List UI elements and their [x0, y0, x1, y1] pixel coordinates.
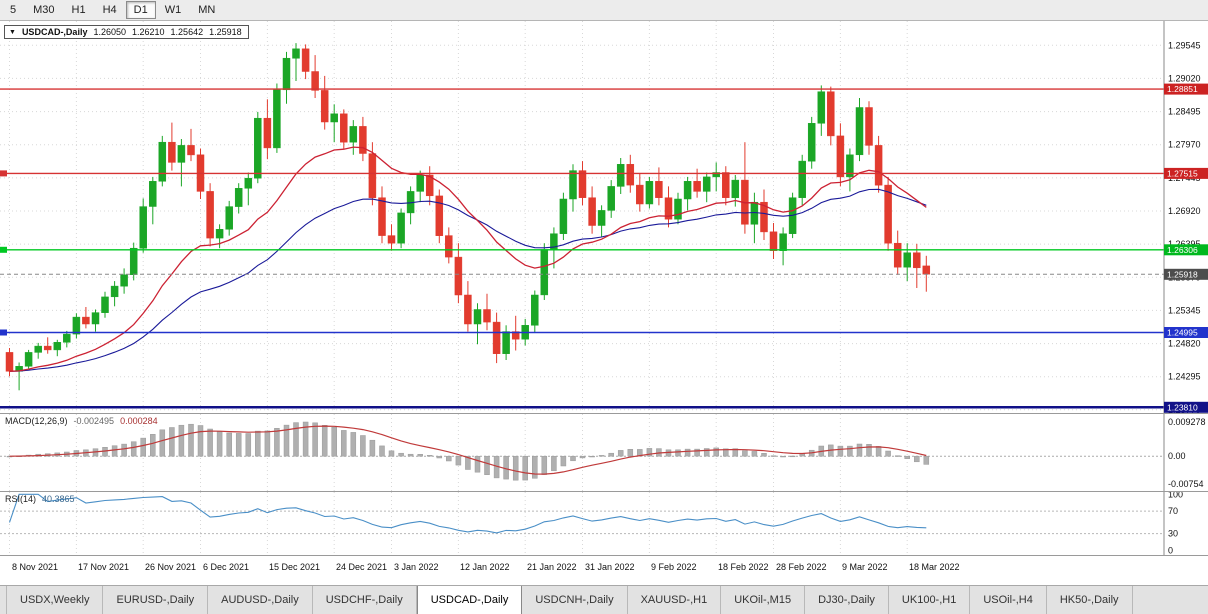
rsi-value: 40.3865 [42, 494, 75, 504]
date-axis-label: 12 Jan 2022 [460, 562, 510, 572]
date-axis-label: 21 Jan 2022 [527, 562, 577, 572]
chart-open-value: 1.26050 [93, 27, 126, 37]
macd-grid [9, 414, 908, 491]
date-axis-label: 8 Nov 2021 [12, 562, 59, 572]
date-axis-label: 15 Dec 2021 [269, 562, 321, 572]
rsi-axis-labels: 100 70 30 0 [1168, 492, 1183, 555]
chart-close-value: 1.25918 [209, 27, 242, 37]
date-axis-label: 6 Dec 2021 [203, 562, 250, 572]
timeframe-button-H1[interactable]: H1 [71, 4, 86, 16]
svg-text:1.28495: 1.28495 [1168, 107, 1201, 117]
rsi-name: RSI(14) [5, 494, 37, 504]
chart-tab-eurusd-daily[interactable]: EURUSD-,Daily [103, 586, 209, 614]
macd-signal-line [9, 425, 927, 475]
svg-text:1.27970: 1.27970 [1168, 140, 1201, 150]
svg-text:30: 30 [1168, 529, 1178, 539]
macd-indicator-panel: 0.009278 0.00 -0.00754 MACD(12,26,9) -0.00… [0, 414, 1208, 492]
chart-tab-usdchf-daily[interactable]: USDCHF-,Daily [313, 586, 417, 614]
svg-text:0.00: 0.00 [1168, 451, 1186, 461]
price-tags: 1.28851 1.27515 1.26306 1.24995 1.23810 1.259… [1164, 83, 1208, 413]
date-axis[interactable]: 8 Nov 2021 17 Nov 2021 26 Nov 2021 6 Dec 20… [0, 556, 1208, 585]
chart-symbol-label: USDCAD-,Daily [21, 27, 88, 37]
date-axis-label: 3 Jan 2022 [394, 562, 439, 572]
svg-text:1.24995: 1.24995 [1167, 328, 1198, 338]
date-axis-label: 17 Nov 2021 [78, 562, 130, 572]
macd-main-value: -0.002495 [73, 416, 115, 426]
rsi-label: RSI(14) 40.3865 [5, 494, 75, 504]
macd-chart-canvas[interactable]: 0.009278 0.00 -0.00754 [0, 414, 1208, 491]
svg-text:1.25345: 1.25345 [1168, 305, 1201, 315]
chart-tab-bar: USDX,Weekly EURUSD-,Daily AUDUSD-,Daily USD… [0, 585, 1208, 614]
chart-tab-usoil-h4[interactable]: USOil-,H4 [970, 586, 1047, 614]
ma-slow-line [9, 188, 927, 372]
svg-text:1.23810: 1.23810 [1167, 402, 1198, 412]
chart-tab-dj30-daily[interactable]: DJ30-,Daily [805, 586, 889, 614]
svg-text:1.29020: 1.29020 [1168, 73, 1201, 83]
horizontal-level-lines[interactable] [0, 88, 1164, 409]
chart-high-value: 1.26210 [132, 27, 165, 37]
svg-text:1.26306: 1.26306 [1167, 245, 1198, 255]
candles [5, 43, 931, 391]
rsi-chart-canvas[interactable]: 100 70 30 0 [0, 492, 1208, 555]
chart-tab-xauusd-h1[interactable]: XAUUSD-,H1 [628, 586, 722, 614]
svg-text:1.24295: 1.24295 [1168, 372, 1201, 382]
svg-text:1.27515: 1.27515 [1167, 168, 1198, 178]
date-axis-label: 24 Dec 2021 [336, 562, 388, 572]
svg-text:70: 70 [1168, 506, 1178, 516]
macd-name: MACD(12,26,9) [5, 416, 68, 426]
main-chart-panel: 1.295451.290201.284951.279701.274451.269… [0, 21, 1208, 414]
chart-tab-audusd-daily[interactable]: AUDUSD-,Daily [208, 586, 313, 614]
timeframe-button-5[interactable]: 5 [10, 4, 17, 16]
macd-axis-labels: 0.009278 0.00 -0.00754 [1168, 417, 1206, 489]
candlestick-chart-canvas[interactable]: 1.295451.290201.284951.279701.274451.269… [0, 21, 1208, 413]
date-axis-label: 9 Mar 2022 [842, 562, 888, 572]
chart-tab-usdcnh-daily[interactable]: USDCNH-,Daily [522, 586, 628, 614]
timeframe-button-D1[interactable]: D1 [125, 1, 156, 19]
svg-text:1.24820: 1.24820 [1168, 339, 1201, 349]
svg-text:1.26920: 1.26920 [1168, 206, 1201, 216]
svg-text:1.29545: 1.29545 [1168, 40, 1201, 50]
svg-text:100: 100 [1168, 492, 1183, 499]
chart-tab-uk100-h1[interactable]: UK100-,H1 [889, 586, 971, 614]
svg-text:0.009278: 0.009278 [1168, 417, 1206, 427]
chart-ohlc-label: ▼ USDCAD-,Daily 1.26050 1.26210 1.25642 … [4, 25, 249, 39]
rsi-indicator-panel: 100 70 30 0 RSI(14) 40.3865 [0, 492, 1208, 556]
timeframe-button-H4[interactable]: H4 [102, 4, 117, 16]
macd-label: MACD(12,26,9) -0.002495 0.000284 [5, 416, 158, 426]
timeframe-button-MN[interactable]: MN [198, 4, 216, 16]
date-axis-label: 26 Nov 2021 [145, 562, 197, 572]
rsi-line [8, 493, 927, 534]
chart-tab-usdx-weekly[interactable]: USDX,Weekly [6, 586, 104, 614]
svg-text:1.28851: 1.28851 [1167, 84, 1198, 94]
timeframe-toolbar: 5 M30 H1 H4 D1 W1 MN [0, 0, 1208, 21]
ma-fast-line [9, 146, 927, 372]
date-axis-label: 9 Feb 2022 [651, 562, 697, 572]
chart-tab-ukoil-m15[interactable]: UKOil-,M15 [721, 586, 806, 614]
chart-grid [0, 21, 1164, 413]
date-axis-label: 18 Feb 2022 [718, 562, 769, 572]
price-axis-labels: 1.295451.290201.284951.279701.274451.269… [1168, 40, 1201, 413]
date-axis-label: 31 Jan 2022 [585, 562, 635, 572]
date-axis-label: 28 Feb 2022 [776, 562, 827, 572]
svg-text:-0.00754: -0.00754 [1168, 479, 1204, 489]
timeframe-button-M30[interactable]: M30 [33, 4, 55, 16]
symbol-marker-icon: ▼ [9, 28, 16, 36]
macd-histogram [6, 421, 930, 481]
macd-signal-value: 0.000284 [120, 416, 158, 426]
svg-text:1.25918: 1.25918 [1167, 269, 1198, 279]
timeframe-button-W1[interactable]: W1 [164, 4, 182, 16]
chart-low-value: 1.25642 [170, 27, 204, 37]
date-axis-label: 18 Mar 2022 [909, 562, 960, 572]
chart-tab-hk50-daily[interactable]: HK50-,Daily [1047, 586, 1133, 614]
chart-tab-usdcad-daily[interactable]: USDCAD-,Daily [416, 586, 523, 614]
svg-text:0: 0 [1168, 546, 1173, 556]
svg-text:1.26395: 1.26395 [1168, 239, 1201, 249]
rsi-grid [9, 492, 908, 555]
